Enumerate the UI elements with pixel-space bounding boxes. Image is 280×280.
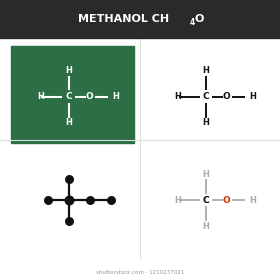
Text: C: C (202, 196, 209, 205)
Text: H: H (65, 118, 72, 127)
Text: H: H (202, 66, 209, 75)
Text: H: H (202, 170, 209, 179)
Text: 4: 4 (190, 18, 195, 27)
Point (66, 177, 71, 181)
Text: shutterstock.com · 1210237021: shutterstock.com · 1210237021 (96, 270, 184, 276)
Bar (11, 46, 134, 143)
Text: O: O (223, 196, 231, 205)
Point (108, 198, 113, 202)
Point (66, 198, 71, 202)
Text: C: C (65, 92, 72, 101)
Text: H: H (174, 92, 181, 101)
Point (66, 219, 71, 223)
Text: O: O (195, 14, 204, 24)
Text: H: H (249, 92, 256, 101)
Text: METHANOL CH: METHANOL CH (78, 14, 169, 24)
Text: H: H (37, 92, 44, 101)
Text: H: H (65, 66, 72, 75)
Text: H: H (174, 196, 181, 205)
Text: H: H (202, 222, 209, 231)
Text: C: C (202, 92, 209, 101)
Bar (0, 38, 280, 280)
Text: O: O (223, 92, 231, 101)
Text: H: H (112, 92, 119, 101)
Bar (0, 0, 280, 38)
Text: O: O (86, 92, 94, 101)
Point (87, 198, 92, 202)
Text: C: C (202, 196, 209, 205)
Text: H: H (249, 196, 256, 205)
Point (45, 198, 50, 202)
Text: H: H (202, 118, 209, 127)
